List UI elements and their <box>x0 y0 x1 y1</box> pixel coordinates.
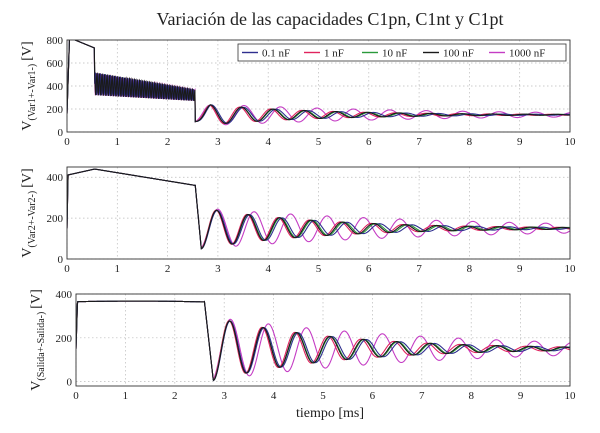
legend-entry: 1000 nF <box>509 48 545 60</box>
chart-title: Variación de las capacidades C1pn, C1nt … <box>157 9 504 29</box>
x-tick-label: 2 <box>165 263 171 275</box>
x-tick-label: 3 <box>221 390 227 402</box>
legend-entry: 0.1 nF <box>262 48 290 60</box>
y-axis-label: V(Var1+-Var1-) [V] <box>20 41 38 130</box>
x-tick-label: 6 <box>366 136 372 148</box>
axes-frame <box>66 39 571 133</box>
y-tick-label: 200 <box>47 104 64 116</box>
y-tick-label: 400 <box>47 172 64 184</box>
legend-entry: 10 nF <box>382 48 407 60</box>
x-tick-label: 2 <box>165 136 171 148</box>
x-tick-label: 0 <box>64 136 70 148</box>
x-tick-label: 9 <box>517 263 523 275</box>
x-tick-label: 2 <box>172 390 178 402</box>
y-axis-label-main: V <box>20 248 35 258</box>
x-tick-label: 9 <box>517 136 523 148</box>
x-tick-label: 1 <box>115 263 121 275</box>
x-tick-label: 5 <box>320 390 326 402</box>
y-tick-label: 400 <box>56 289 73 301</box>
y-tick-label: 800 <box>47 35 64 47</box>
y-axis-label: V(Salida+-Salida-) [V] <box>29 289 47 391</box>
x-tick-label: 0 <box>64 263 70 275</box>
x-tick-label: 8 <box>467 263 473 275</box>
series-line-0.1-nf <box>67 40 570 124</box>
y-axis-label-main: V <box>20 121 35 131</box>
x-tick-label: 7 <box>416 263 422 275</box>
series-line-100-nf <box>67 168 570 250</box>
y-tick-label: 200 <box>56 333 73 345</box>
x-tick-label: 4 <box>271 390 277 402</box>
plot-panel-2: 0 1 2 3 4 5 6 7 8 9 10 0 200 400 V(Var2+-Var2-) [V] <box>20 166 577 275</box>
plot-panel-3: 0 1 2 3 4 5 6 7 8 9 10 0 200 400 V(Salida+-Salida-) [V] <box>29 289 576 402</box>
axes-frame <box>66 166 571 260</box>
y-tick-label: 200 <box>47 213 64 225</box>
x-tick-label: 1 <box>123 390 129 402</box>
y-axis-label-subscript: (Var2+-Var2-) <box>27 191 38 248</box>
y-tick-label: 0 <box>67 377 73 389</box>
y-tick-label: 600 <box>47 58 64 70</box>
y-axis-label-subscript: (Salida+-Salida-) <box>36 312 47 381</box>
legend-box <box>237 43 567 62</box>
x-tick-label: 10 <box>565 263 577 275</box>
x-tick-label: 5 <box>316 263 322 275</box>
y-axis-label-unit: [V] <box>20 168 35 187</box>
x-tick-label: 7 <box>416 136 422 148</box>
series-line-100-nf <box>76 300 570 382</box>
y-tick-label: 0 <box>58 127 64 139</box>
plot-panel-1: 0 1 2 3 4 5 6 7 8 9 10 0 200 400 600 800 V(Var1+-Var1-) [… <box>20 35 576 148</box>
legend-entry: 100 nF <box>443 48 474 60</box>
x-tick-label: 6 <box>366 263 372 275</box>
x-tick-label: 8 <box>467 136 473 148</box>
x-axis-label: tiempo [ms] <box>296 406 364 421</box>
y-axis-label-subscript: (Var1+-Var1-) <box>27 64 38 121</box>
x-tick-label: 5 <box>316 136 322 148</box>
legend-entry: 1 nF <box>324 48 344 60</box>
y-axis-label-unit: [V] <box>20 41 35 60</box>
y-tick-label: 0 <box>58 254 64 266</box>
x-tick-label: 1 <box>115 136 121 148</box>
x-tick-label: 8 <box>468 390 474 402</box>
legend: 0.1 nF 1 nF 10 nF 100 nF 1000 nF <box>237 43 567 62</box>
x-tick-label: 4 <box>265 263 271 275</box>
x-tick-label: 6 <box>370 390 376 402</box>
x-tick-label: 9 <box>518 390 524 402</box>
series-line-100-nf <box>67 40 570 124</box>
x-tick-label: 0 <box>73 390 79 402</box>
x-tick-label: 3 <box>215 263 221 275</box>
axes-frame <box>75 293 571 387</box>
y-axis-label-main: V <box>29 381 44 391</box>
y-tick-label: 400 <box>47 81 64 93</box>
x-tick-label: 3 <box>215 136 221 148</box>
plot-area <box>67 167 570 259</box>
x-tick-label: 10 <box>565 136 577 148</box>
x-tick-label: 10 <box>565 390 577 402</box>
y-axis-label-unit: [V] <box>29 289 44 308</box>
y-axis-label: V(Var2+-Var2-) [V] <box>20 168 38 257</box>
x-tick-label: 4 <box>265 136 271 148</box>
x-tick-label: 7 <box>419 390 425 402</box>
